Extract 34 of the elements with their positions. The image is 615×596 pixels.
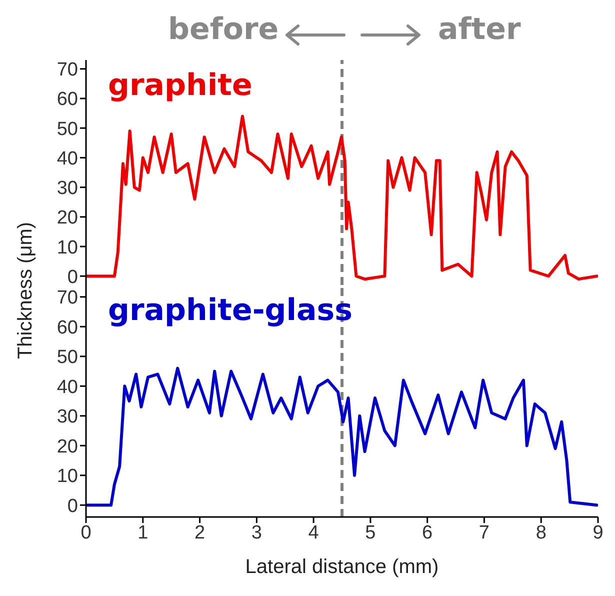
y-tick-label: 20 [56,436,78,458]
x-tick-label: 7 [478,522,490,544]
y-tick-label: 20 [56,208,78,229]
x-tick-label: 4 [308,522,320,544]
x-tick-label: 5 [365,522,376,544]
text: after [438,12,521,47]
x-tick-label: 0 [80,522,92,544]
line-series [86,366,598,507]
text: before [168,12,279,47]
y-tick-label: 50 [56,118,78,140]
y-tick-label: 30 [56,406,78,428]
y-tick-label: 0 [67,496,78,517]
x-tick-label: 2 [194,522,206,544]
y-tick-label: 40 [56,376,78,398]
x-tick-label: 1 [138,522,148,544]
y-tick-label: 40 [56,148,78,170]
x-tick-label: 3 [251,522,262,544]
series-label: graphite [108,68,252,103]
y-tick-label: 60 [56,317,78,338]
y-tick-label: 50 [56,347,78,368]
y-tick-label: 70 [56,288,78,309]
x-tick-label: 8 [536,522,546,544]
y-tick-label: 60 [56,89,78,110]
series-label: graphite-glass [108,293,352,328]
x-axis-title: Lateral distance (mm) [245,556,439,578]
y-axis-title: Thickness (μm) [14,220,38,362]
y-tick-label: 10 [56,466,78,488]
y-tick-label: 30 [56,178,78,200]
y-tick-label: 70 [56,60,78,81]
x-tick-label: 9 [592,522,604,544]
x-tick-label: 6 [422,522,433,544]
y-tick-label: 10 [56,237,78,258]
y-tick-label: 0 [67,266,78,288]
line-series [86,114,598,281]
